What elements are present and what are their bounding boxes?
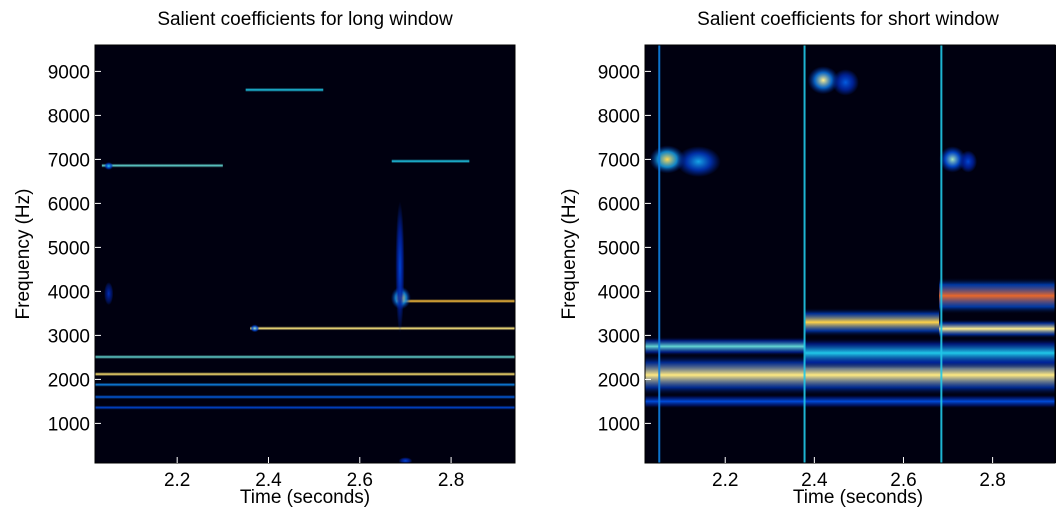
partial-line [391,159,470,164]
transient-line [658,45,661,463]
plot-frame [644,44,1056,464]
y-tick-label: 3000 [598,326,640,347]
y-axis-ticks: 1000 2000 3000 4000 5000 6000 7000 8000 9000 [48,62,101,435]
x-axis-ticks: 2.2 2.4 2.6 2.8 [164,457,464,491]
energy-blob [807,66,839,95]
x-axis-label: Time (seconds) [240,487,370,508]
partial-line [245,87,324,92]
energy-blob [104,282,114,306]
x-tick-label: 2.2 [164,470,190,491]
plot-area [95,45,515,463]
partial-line [95,354,515,359]
energy-band [805,337,1055,369]
energy-blob [832,69,859,96]
y-tick-label: 6000 [598,194,640,215]
y-tick-label: 4000 [48,282,90,303]
energy-blob [250,324,260,333]
y-tick-label: 8000 [598,106,640,127]
heatmap-marks [645,45,1055,463]
energy-blob [398,457,413,463]
energy-blob [939,146,966,173]
y-tick-label: 7000 [48,150,90,171]
energy-band [939,277,1055,315]
x-axis-ticks: 2.2 2.4 2.6 2.8 [712,457,1006,491]
chart-title: Salient coefficients for long window [157,9,453,30]
x-tick-label: 2.8 [979,470,1005,491]
partial-line [250,326,515,331]
partial-line [95,405,515,410]
y-axis-label: Frequency (Hz) [559,189,580,320]
heatmap-marks [95,87,515,463]
partial-line [95,395,515,399]
y-tick-label: 7000 [598,150,640,171]
x-tick-label: 2.4 [801,470,828,491]
energy-band [939,319,1055,339]
x-tick-label: 2.2 [712,470,738,491]
y-axis-ticks: 1000 2000 3000 4000 5000 6000 7000 8000 9000 [598,62,651,435]
chart-title: Salient coefficients for short window [697,9,999,30]
energy-band [645,336,806,357]
y-tick-label: 5000 [598,238,640,259]
y-tick-label: 9000 [598,62,640,83]
y-tick-label: 6000 [48,194,90,215]
transient-line [803,45,806,463]
y-tick-label: 2000 [598,370,640,391]
x-tick-label: 2.6 [890,470,916,491]
y-tick-label: 9000 [48,62,90,83]
x-tick-label: 2.8 [438,470,464,491]
y-tick-label: 1000 [48,414,90,435]
partial-line [396,299,515,304]
y-tick-label: 2000 [48,370,90,391]
chart-short-window: Salient coefficients for short window 10… [559,9,1056,508]
chart-long-window: Salient coefficients for long window 100… [13,9,516,508]
energy-band [645,394,1055,409]
partial-line [95,372,515,377]
x-tick-label: 2.4 [255,470,282,491]
x-axis-label: Time (seconds) [793,487,923,508]
partial-line [95,382,515,387]
y-tick-label: 1000 [598,414,640,435]
energy-blob [395,201,405,334]
transient-line [940,45,943,463]
y-axis-label: Frequency (Hz) [13,189,34,320]
energy-blob [959,150,978,173]
energy-blob [104,162,114,170]
y-tick-label: 4000 [598,282,640,303]
partial-line [101,163,223,168]
plot-frame [94,44,516,464]
y-tick-label: 8000 [48,106,90,127]
energy-blob [676,146,721,178]
x-tick-label: 2.6 [347,470,373,491]
y-tick-label: 5000 [48,238,90,259]
energy-band [805,307,940,337]
y-tick-label: 3000 [48,326,90,347]
